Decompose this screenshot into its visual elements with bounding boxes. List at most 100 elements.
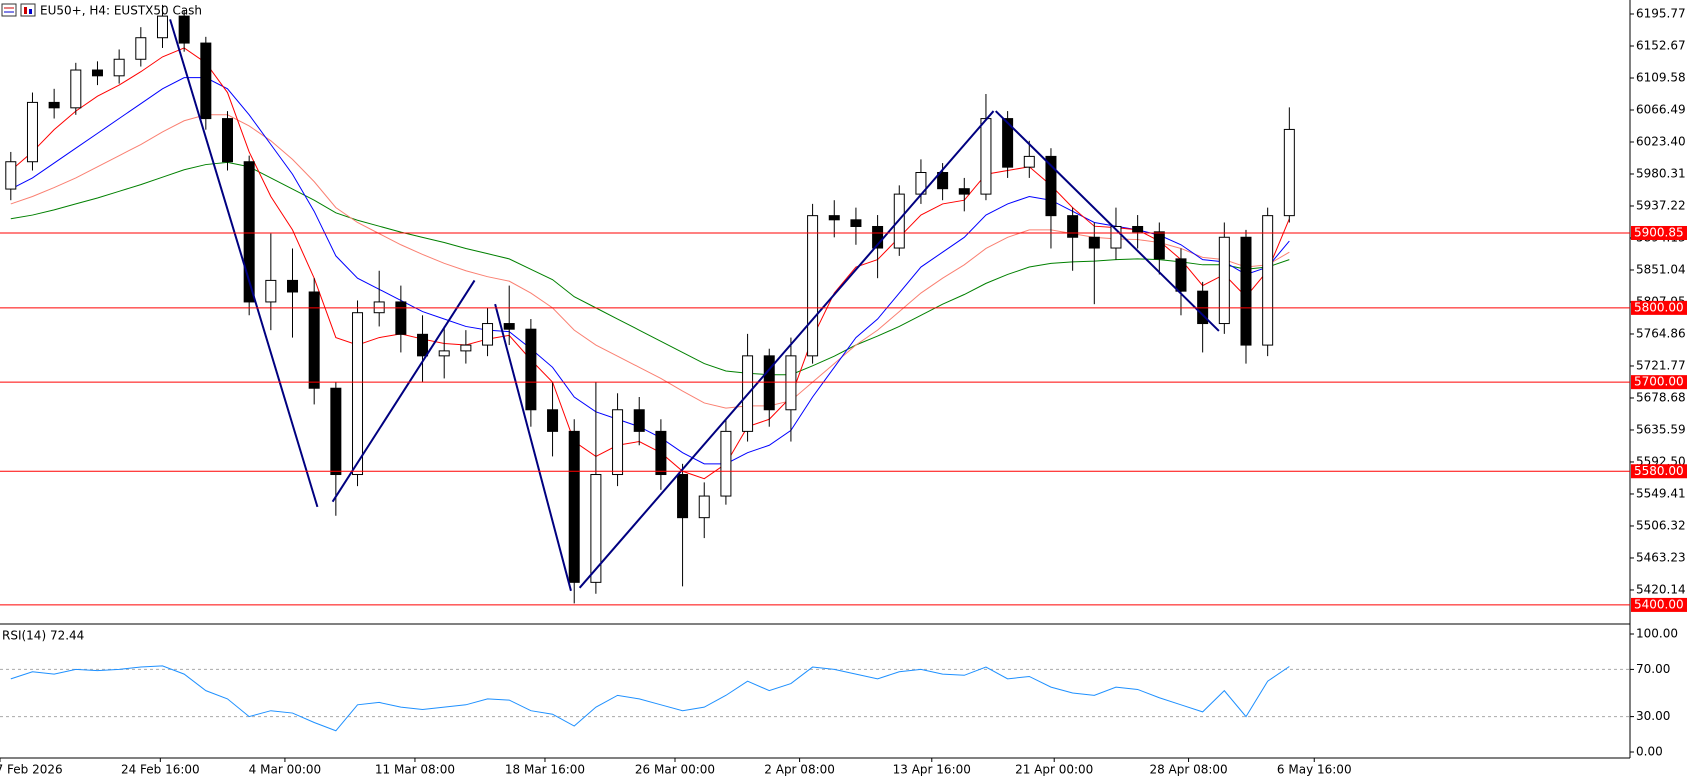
candle-body (222, 118, 233, 163)
y-tick-label: 6152.67 (1636, 38, 1686, 52)
candle-body (1175, 258, 1187, 292)
candle-body (417, 333, 429, 357)
x-tick-label: 21 Apr 00:00 (1015, 763, 1093, 777)
candle-body (568, 430, 580, 583)
candle-body (70, 69, 82, 109)
menu-icon[interactable] (1, 3, 17, 17)
y-tick-label: 5635.59 (1636, 422, 1686, 436)
y-tick-label: 5678.68 (1636, 390, 1686, 404)
candle-body (1218, 236, 1230, 325)
y-tick-label: 30.00 (1636, 709, 1670, 723)
x-tick-label: 6 May 16:00 (1277, 763, 1352, 777)
moving-average (10, 161, 1290, 376)
candle-body (850, 219, 862, 227)
y-tick-label: 5980.31 (1636, 166, 1686, 180)
level-label-box (1631, 597, 1687, 612)
candle-body (91, 69, 103, 77)
candle-body (1088, 236, 1100, 249)
y-tick-label: 5463.23 (1636, 550, 1686, 564)
level-label: 5700.00 (1634, 375, 1684, 389)
icon-bar (24, 7, 27, 14)
trend-line (331, 279, 476, 503)
y-tick-label: 6066.49 (1636, 102, 1686, 116)
level-label: 5900.85 (1634, 225, 1684, 239)
indicator-label: RSI(14) 72.44 (2, 629, 84, 643)
candle-body (1153, 231, 1165, 260)
candle-body (1240, 236, 1252, 346)
level-label-box (1631, 375, 1687, 390)
candle-body (243, 161, 255, 303)
level-label: 5800.00 (1634, 300, 1684, 314)
x-tick-label: 24 Feb 16:00 (121, 763, 200, 777)
candle-body (503, 323, 515, 330)
candle-body (525, 328, 537, 411)
candle-body (1283, 128, 1295, 217)
candle-body (308, 291, 320, 389)
y-tick-label: 5721.77 (1636, 358, 1686, 372)
x-tick-label: 18 Mar 16:00 (505, 763, 585, 777)
x-tick-label: 13 Apr 16:00 (893, 763, 971, 777)
symbol-header: EU50+, H4: EUSTX50 Cash (1, 3, 202, 18)
level-label-box (1631, 464, 1687, 479)
candle-body (590, 474, 602, 583)
plot-area: 6195.77 6152.67 6109.58 6066.49 6023.40 5980.… (0, 4, 1687, 777)
y-tick-label: 70.00 (1636, 662, 1670, 676)
candle-body (265, 279, 277, 303)
y-tick-label: 5420.14 (1636, 582, 1686, 596)
trend-line (494, 303, 572, 592)
candle-body (48, 101, 60, 109)
candle-body (330, 387, 342, 476)
candle-body (828, 215, 840, 221)
level-label-box (1631, 225, 1687, 240)
candle-body (200, 42, 212, 120)
candle-body (980, 118, 992, 195)
candle-body (5, 161, 17, 190)
level-label: 5580.00 (1634, 464, 1684, 478)
candle-body (1110, 225, 1122, 249)
y-tick-label: 6109.58 (1636, 70, 1686, 84)
candle-body (720, 430, 732, 497)
candle-body (1197, 290, 1209, 325)
x-tick-label: 26 Mar 00:00 (635, 763, 715, 777)
candle-body (698, 495, 710, 519)
y-tick-label: 5851.04 (1636, 262, 1686, 276)
candle-body (1045, 155, 1057, 217)
candle-body (352, 312, 364, 476)
candle-body (937, 172, 949, 190)
icon-bar (29, 9, 32, 14)
candle-body (612, 409, 624, 476)
y-tick-label: 5506.32 (1636, 518, 1686, 532)
candle-body (547, 409, 559, 432)
candle-body (178, 15, 190, 44)
y-tick-label: 100.00 (1636, 627, 1678, 641)
candle-body (26, 101, 38, 163)
y-tick-label: 5937.22 (1636, 198, 1686, 212)
level-label: 5400.00 (1634, 597, 1684, 611)
y-tick-label: 5549.41 (1636, 486, 1686, 500)
x-tick-label: 4 Mar 00:00 (249, 763, 322, 777)
candle-body (1262, 215, 1274, 346)
candle-body (872, 225, 884, 249)
trend-line (578, 110, 995, 589)
candle-body (655, 430, 667, 476)
candle-body (1132, 225, 1144, 233)
x-tick-label: 11 Mar 08:00 (375, 763, 455, 777)
candle-body (373, 301, 385, 314)
x-tick-label: 2 Apr 08:00 (764, 763, 835, 777)
candle-body (482, 323, 494, 346)
chart-icon[interactable] (20, 3, 36, 17)
y-tick-label: 6023.40 (1636, 134, 1686, 148)
candle-body (287, 279, 299, 293)
candle-body (785, 355, 797, 411)
x-tick-label: 28 Apr 08:00 (1149, 763, 1227, 777)
candle-body (958, 188, 970, 195)
chart-title: EU50+, H4: EUSTX50 Cash (40, 4, 202, 18)
candle-body (113, 58, 125, 77)
level-label-box (1631, 300, 1687, 315)
rsi-line (10, 665, 1290, 732)
candle-body (763, 355, 775, 411)
moving-average (10, 47, 1290, 480)
y-tick-label: 0.00 (1636, 745, 1663, 759)
